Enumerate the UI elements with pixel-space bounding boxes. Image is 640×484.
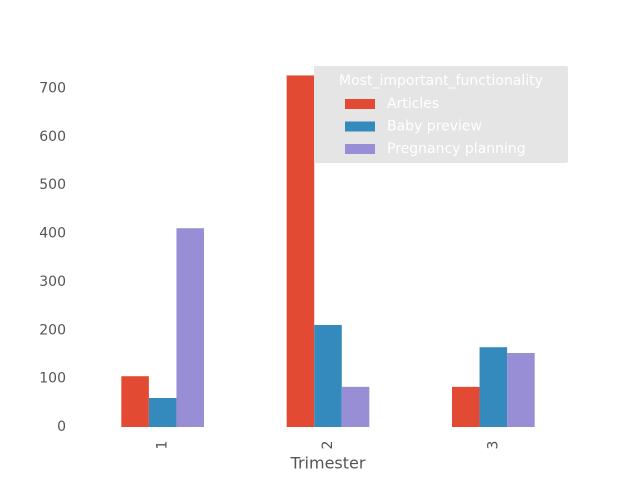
y-tick-label: 400 bbox=[39, 226, 66, 242]
bar bbox=[452, 386, 480, 427]
y-tick-label: 200 bbox=[39, 322, 66, 338]
y-tick-label: 600 bbox=[39, 129, 66, 145]
x-tick-label: 3 bbox=[485, 441, 501, 450]
bar bbox=[314, 324, 342, 427]
x-axis-label: Trimester bbox=[290, 454, 366, 473]
bar bbox=[507, 353, 535, 427]
bar bbox=[286, 75, 315, 428]
legend-swatch bbox=[345, 144, 375, 154]
legend-swatch bbox=[345, 121, 375, 132]
legend-label: Baby preview bbox=[387, 119, 482, 135]
legend-swatch bbox=[345, 99, 375, 109]
legend-box bbox=[314, 66, 568, 163]
bar bbox=[479, 347, 508, 427]
bar bbox=[148, 397, 177, 427]
x-tick-label: 1 bbox=[155, 441, 171, 450]
legend-title: Most_important_functionality bbox=[339, 73, 543, 89]
y-tick-label: 700 bbox=[39, 80, 66, 96]
bar bbox=[341, 386, 370, 427]
bar bbox=[121, 376, 149, 427]
y-tick-label: 100 bbox=[39, 371, 66, 387]
legend-label: Pregnancy planning bbox=[387, 141, 526, 157]
y-tick-label: 300 bbox=[39, 274, 66, 290]
y-tick-label: 500 bbox=[39, 177, 66, 193]
legend-label: Articles bbox=[387, 96, 439, 112]
x-tick-label: 2 bbox=[320, 441, 336, 450]
y-tick-label: 0 bbox=[57, 419, 66, 435]
bar bbox=[176, 228, 204, 427]
